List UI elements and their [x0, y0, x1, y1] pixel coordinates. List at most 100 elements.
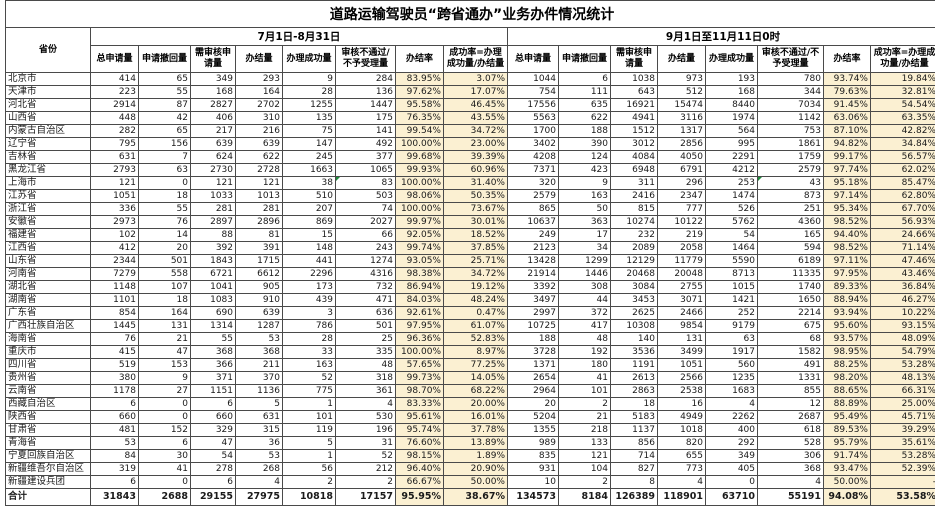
- cell-p2-col6-with-comment-marker-icon[interactable]: 43: [758, 177, 824, 190]
- province-cell[interactable]: 内蒙古自治区: [6, 125, 91, 138]
- cell-p2-col2[interactable]: 188: [559, 125, 611, 138]
- cell-p2-col1[interactable]: 931: [508, 463, 559, 476]
- cell-p1-col8[interactable]: 16.01%: [444, 411, 508, 424]
- cell-p1-col2[interactable]: 131: [139, 320, 191, 333]
- cell-p1-col2[interactable]: 0: [139, 476, 191, 489]
- cell-p1-col3[interactable]: 2827: [191, 99, 236, 112]
- cell-p1-col8[interactable]: 38.67%: [444, 489, 508, 506]
- cell-p2-col5[interactable]: 63710: [706, 489, 758, 506]
- cell-p1-col4[interactable]: 622: [236, 151, 283, 164]
- cell-p1-col3[interactable]: 329: [191, 424, 236, 437]
- cell-p2-col1[interactable]: 1700: [508, 125, 559, 138]
- cell-p2-col5[interactable]: 405: [706, 463, 758, 476]
- cell-p1-col8[interactable]: 34.72%: [444, 268, 508, 281]
- cell-p1-col4[interactable]: 368: [236, 346, 283, 359]
- cell-p1-col8[interactable]: 17.07%: [444, 86, 508, 99]
- cell-p2-col4[interactable]: 1317: [658, 125, 706, 138]
- cell-p1-col3[interactable]: 1083: [191, 294, 236, 307]
- cell-p2-col8[interactable]: 39.29%: [871, 424, 935, 437]
- cell-p1-col2[interactable]: 65: [139, 73, 191, 86]
- col-header-p1-5[interactable]: 办理成功量: [283, 46, 336, 73]
- cell-p1-col7[interactable]: 95.95%: [396, 489, 444, 506]
- cell-p2-col2[interactable]: 180: [559, 359, 611, 372]
- cell-p2-col8[interactable]: 48.13%: [871, 372, 935, 385]
- cell-p2-col3[interactable]: 1038: [611, 73, 658, 86]
- cell-p1-col7[interactable]: 99.68%: [396, 151, 444, 164]
- cell-p1-col4[interactable]: 370: [236, 372, 283, 385]
- cell-p1-col1[interactable]: 336: [91, 203, 139, 216]
- cell-p1-col7[interactable]: 95.74%: [396, 424, 444, 437]
- cell-p1-col7[interactable]: 92.61%: [396, 307, 444, 320]
- cell-p1-col5[interactable]: 52: [283, 372, 336, 385]
- cell-p2-col4[interactable]: 820: [658, 437, 706, 450]
- cell-p2-col7[interactable]: 97.95%: [824, 268, 871, 281]
- col-header-p2-8[interactable]: 成功率=办理成功量/办结量: [871, 46, 935, 73]
- cell-p2-col4[interactable]: 777: [658, 203, 706, 216]
- cell-p1-col8[interactable]: 23.00%: [444, 138, 508, 151]
- cell-p1-col6-with-comment-marker-icon[interactable]: 83: [336, 177, 396, 190]
- cell-p2-col3[interactable]: 16921: [611, 99, 658, 112]
- cell-p2-col7[interactable]: 93.47%: [824, 463, 871, 476]
- cell-p1-col7[interactable]: 100.00%: [396, 177, 444, 190]
- cell-p1-col4[interactable]: 4: [236, 476, 283, 489]
- cell-p1-col5[interactable]: 33: [283, 346, 336, 359]
- cell-p1-col7[interactable]: 98.38%: [396, 268, 444, 281]
- cell-p2-col7[interactable]: 93.57%: [824, 333, 871, 346]
- cell-p1-col3[interactable]: 639: [191, 138, 236, 151]
- cell-p1-col6[interactable]: 52: [336, 450, 396, 463]
- col-header-p1-2[interactable]: 申请撤回量: [139, 46, 191, 73]
- cell-p2-col7[interactable]: 94.40%: [824, 229, 871, 242]
- cell-p2-col4[interactable]: 20048: [658, 268, 706, 281]
- cell-p1-col7[interactable]: 76.35%: [396, 112, 444, 125]
- cell-p1-col1[interactable]: 31843: [91, 489, 139, 506]
- cell-p1-col4[interactable]: 121: [236, 177, 283, 190]
- province-cell[interactable]: 河北省: [6, 99, 91, 112]
- cell-p1-col5[interactable]: 5: [283, 437, 336, 450]
- cell-p2-col7[interactable]: 97.74%: [824, 164, 871, 177]
- cell-p1-col3[interactable]: 660: [191, 411, 236, 424]
- cell-p1-col2[interactable]: 30: [139, 450, 191, 463]
- cell-p1-col1[interactable]: 795: [91, 138, 139, 151]
- cell-p1-col3[interactable]: 1843: [191, 255, 236, 268]
- cell-p2-col1[interactable]: 2964: [508, 385, 559, 398]
- province-cell[interactable]: 浙江省: [6, 203, 91, 216]
- cell-p1-col4[interactable]: 5: [236, 398, 283, 411]
- cell-p1-col3[interactable]: 2730: [191, 164, 236, 177]
- cell-p2-col1[interactable]: 2579: [508, 190, 559, 203]
- cell-p1-col5[interactable]: 38: [283, 177, 336, 190]
- cell-p2-col8[interactable]: 85.47%: [871, 177, 935, 190]
- cell-p2-col4[interactable]: 3071: [658, 294, 706, 307]
- cell-p2-col2[interactable]: 622: [559, 112, 611, 125]
- cell-p1-col2[interactable]: 2688: [139, 489, 191, 506]
- cell-p1-col5[interactable]: 135: [283, 112, 336, 125]
- cell-p2-col5[interactable]: 1464: [706, 242, 758, 255]
- cell-p2-col7[interactable]: 95.60%: [824, 320, 871, 333]
- cell-p2-col2[interactable]: 1299: [559, 255, 611, 268]
- cell-p2-col4[interactable]: 15474: [658, 99, 706, 112]
- cell-p1-col2[interactable]: 18: [139, 294, 191, 307]
- cell-p1-col5[interactable]: 1663: [283, 164, 336, 177]
- cell-p2-col8[interactable]: -: [871, 476, 935, 489]
- cell-p1-col4[interactable]: 36: [236, 437, 283, 450]
- cell-p1-col4[interactable]: 6612: [236, 268, 283, 281]
- cell-p2-col8[interactable]: 35.61%: [871, 437, 935, 450]
- cell-p1-col3[interactable]: 6: [191, 476, 236, 489]
- cell-p2-col1[interactable]: 20: [508, 398, 559, 411]
- cell-p1-col2[interactable]: 55: [139, 86, 191, 99]
- cell-p1-col5[interactable]: 2296: [283, 268, 336, 281]
- province-cell[interactable]: 青海省: [6, 437, 91, 450]
- cell-p2-col4[interactable]: 973: [658, 73, 706, 86]
- cell-p2-col1[interactable]: 5204: [508, 411, 559, 424]
- cell-p1-col4[interactable]: 281: [236, 203, 283, 216]
- cell-p2-col3[interactable]: 10308: [611, 320, 658, 333]
- col-header-p1-7[interactable]: 办结率: [396, 46, 444, 73]
- cell-p1-col6[interactable]: 141: [336, 125, 396, 138]
- col-header-p2-7[interactable]: 办结率: [824, 46, 871, 73]
- cell-p1-col2[interactable]: 152: [139, 424, 191, 437]
- cell-p2-col5[interactable]: 1974: [706, 112, 758, 125]
- cell-p2-col1[interactable]: 2997: [508, 307, 559, 320]
- cell-p2-col4[interactable]: 3499: [658, 346, 706, 359]
- cell-p1-col5[interactable]: 75: [283, 125, 336, 138]
- cell-p1-col4[interactable]: 639: [236, 307, 283, 320]
- cell-p2-col4[interactable]: 1051: [658, 359, 706, 372]
